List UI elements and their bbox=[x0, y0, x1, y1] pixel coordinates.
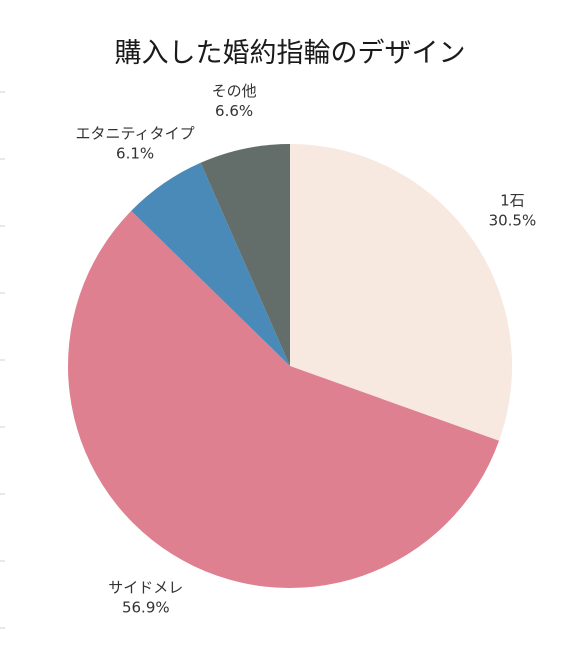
pie-slice bbox=[290, 144, 513, 441]
pie-slice bbox=[67, 210, 500, 589]
slice-value-label: 6.6% bbox=[215, 102, 253, 120]
left-edge-ticks bbox=[0, 91, 5, 629]
slice-labels: 1石 30.5% サイドメレ 56.9% エタニティタイプ 6.1% その他 6.6% bbox=[76, 82, 537, 617]
slice-category-label: その他 bbox=[212, 82, 257, 100]
slice-category-label: エタニティタイプ bbox=[76, 124, 195, 142]
slice-value-label: 6.1% bbox=[116, 144, 154, 162]
slice-value-label: 30.5% bbox=[489, 211, 537, 229]
slice-value-label: 56.9% bbox=[122, 599, 170, 617]
slice-category-label: 1石 bbox=[500, 191, 525, 209]
pie-slice bbox=[131, 162, 290, 366]
pie-slice bbox=[200, 144, 290, 366]
pie-slices bbox=[67, 144, 513, 589]
slice-category-label: サイドメレ bbox=[108, 579, 183, 597]
chart-title: 購入した婚約指輪のデザイン bbox=[115, 38, 466, 69]
